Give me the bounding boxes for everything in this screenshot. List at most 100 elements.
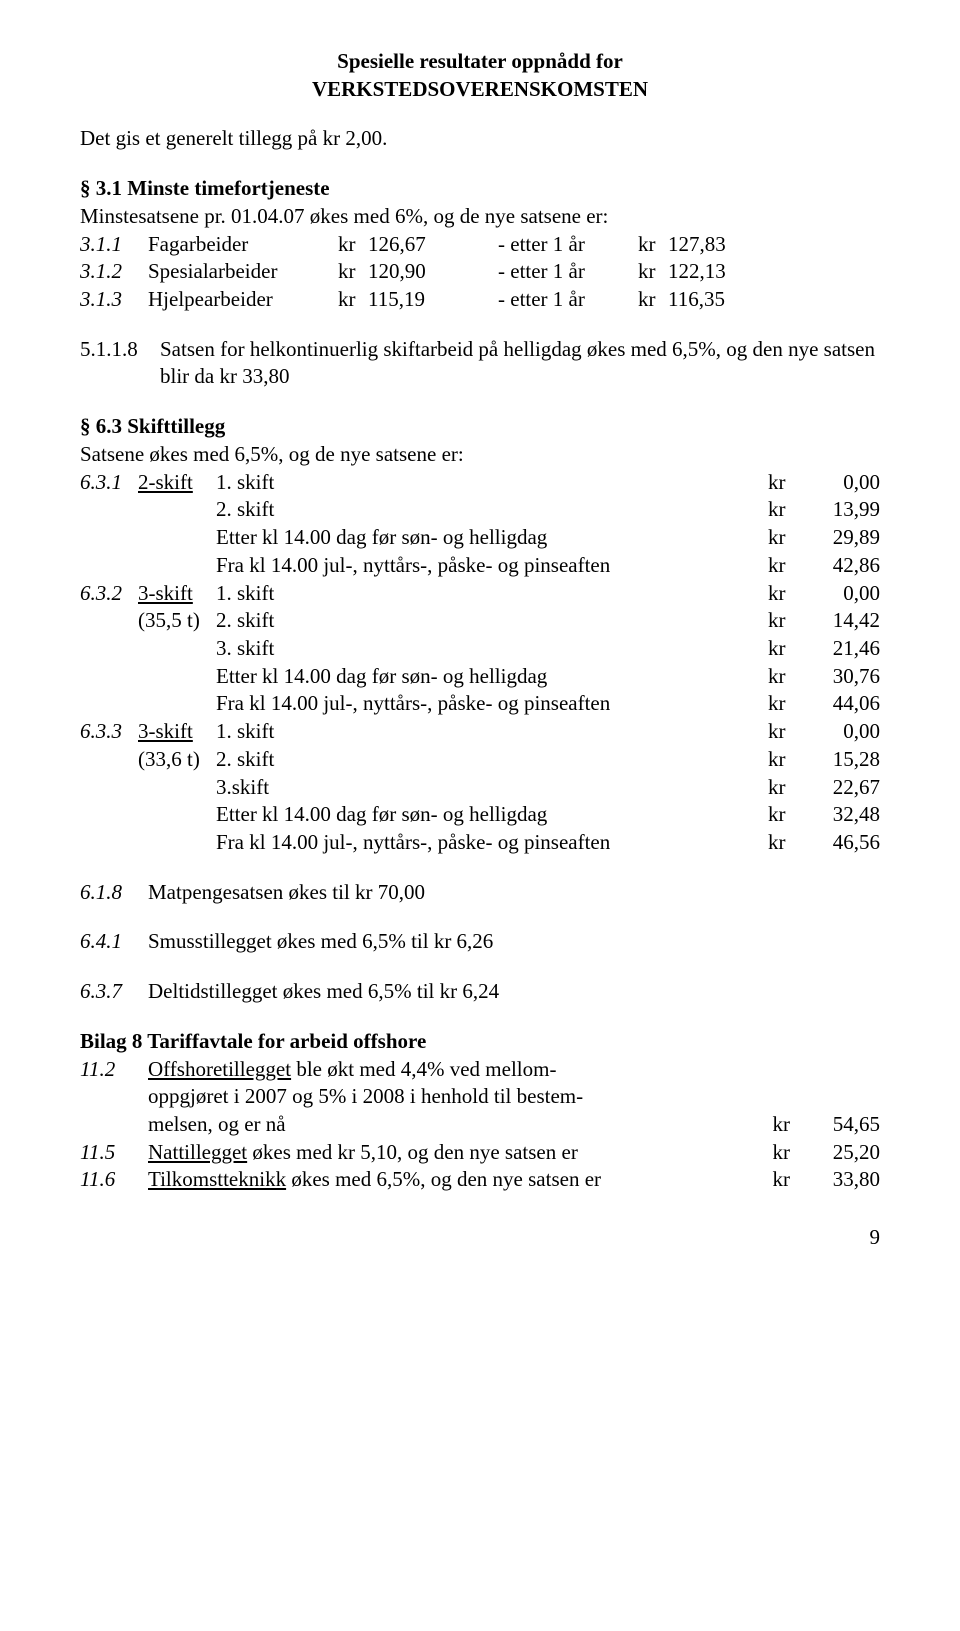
shift-label: 1. skift [216,718,768,746]
shift-group-head: 6.3.3 3-skift 1. skift kr 0,00 [80,718,880,746]
kr-label: kr [768,774,802,802]
row-etter: - etter 1 år [498,231,638,259]
row-val1: 120,90 [368,258,498,286]
sec5118-num: 5.1.1.8 [80,336,160,391]
group-paren: (35,5 t) [138,607,216,635]
table-row: 3.1.2 Spesialarbeider kr 120,90 - etter … [80,258,880,286]
shift-val: 22,67 [802,774,880,802]
kr-label: kr [756,1111,802,1139]
shift-label: Etter kl 14.00 dag før søn- og helligdag [216,801,768,829]
shift-val: 0,00 [802,718,880,746]
kr-label: kr [756,1166,802,1194]
shift-row: Etter kl 14.00 dag før søn- og helligdag… [80,663,880,691]
shift-val: 42,86 [802,552,880,580]
shift-val: 21,46 [802,635,880,663]
bilag-text: Nattillegget økes med kr 5,10, og den ny… [148,1139,756,1167]
sec63-sub: Satsene økes med 6,5%, og de nye satsene… [80,441,880,469]
sec31-title: § 3.1 Minste timefortjeneste [80,175,880,203]
shift-label: Fra kl 14.00 jul-, nyttårs-, påske- og p… [216,552,768,580]
page-number: 9 [80,1224,880,1252]
bilag-tail: økes med 6,5%, og den nye satsen er [286,1167,601,1191]
kr-label: kr [768,580,802,608]
row-etter: - etter 1 år [498,286,638,314]
shift-val: 30,76 [802,663,880,691]
shift-group-head: 6.3.2 3-skift 1. skift kr 0,00 [80,580,880,608]
bilag-tail: ble økt med 4,4% ved mellom- [291,1057,556,1081]
shift-row: (33,6 t) 2. skift kr 15,28 [80,746,880,774]
simple-row: 6.3.7 Deltidstillegget økes med 6,5% til… [80,978,880,1006]
shift-row: Etter kl 14.00 dag før søn- og helligdag… [80,801,880,829]
bilag-text-l3: melsen, og er nå [148,1111,756,1139]
shift-val: 46,56 [802,829,880,857]
sec5118-text: Satsen for helkontinuerlig skiftarbeid p… [160,336,880,391]
shift-val: 29,89 [802,524,880,552]
simple-text: Smusstillegget økes med 6,5% til kr 6,26 [148,928,880,956]
sec63-title: § 6.3 Skifttillegg [80,413,880,441]
shift-label: 2. skift [216,496,768,524]
kr-label: kr [768,524,802,552]
shift-row: Etter kl 14.00 dag før søn- og helligdag… [80,524,880,552]
bilag-row: 11.2 Offshoretillegget ble økt med 4,4% … [80,1056,880,1084]
group-num: 6.3.3 [80,718,138,746]
header-line2: VERKSTEDSOVERENSKOMSTEN [80,76,880,104]
group-paren: (33,6 t) [138,746,216,774]
shift-label: Etter kl 14.00 dag før søn- og helligdag [216,663,768,691]
kr-label: kr [768,469,802,497]
kr-label: kr [338,258,368,286]
simple-text: Matpengesatsen økes til kr 70,00 [148,879,880,907]
shift-group-head: 6.3.1 2-skift 1. skift kr 0,00 [80,469,880,497]
row-val2: 122,13 [668,258,788,286]
intro-text: Det gis et generelt tillegg på kr 2,00. [80,125,880,153]
bilag-head: Offshoretillegget [148,1057,291,1081]
kr-label: kr [768,663,802,691]
bilag-num: 11.6 [80,1166,148,1194]
kr-label: kr [638,286,668,314]
shift-label: Fra kl 14.00 jul-, nyttårs-, påske- og p… [216,829,768,857]
shift-row: Fra kl 14.00 jul-, nyttårs-, påske- og p… [80,829,880,857]
simple-row: 6.1.8 Matpengesatsen økes til kr 70,00 [80,879,880,907]
kr-label: kr [768,552,802,580]
shift-row: Fra kl 14.00 jul-, nyttårs-, påske- og p… [80,690,880,718]
shift-row: 2. skift kr 13,99 [80,496,880,524]
bilag-num: 11.5 [80,1139,148,1167]
bilag-row: melsen, og er nå kr 54,65 [80,1111,880,1139]
kr-label: kr [338,286,368,314]
shift-val: 44,06 [802,690,880,718]
kr-label: kr [768,829,802,857]
shift-val: 32,48 [802,801,880,829]
shift-label: Fra kl 14.00 jul-, nyttårs-, påske- og p… [216,690,768,718]
bilag-val: 54,65 [802,1111,880,1139]
shift-val: 0,00 [802,469,880,497]
group-num: 6.3.2 [80,580,138,608]
simple-row: 6.4.1 Smusstillegget økes med 6,5% til k… [80,928,880,956]
kr-label: kr [768,690,802,718]
kr-label: kr [768,635,802,663]
bilag-row: 11.5 Nattillegget økes med kr 5,10, og d… [80,1139,880,1167]
row-val2: 116,35 [668,286,788,314]
shift-row: 3.skift kr 22,67 [80,774,880,802]
bilag-val: 33,80 [802,1166,880,1194]
bilag-text: Tilkomstteknikk økes med 6,5%, og den ny… [148,1166,756,1194]
bilag-head: Tilkomstteknikk [148,1167,286,1191]
row-label: Spesialarbeider [148,258,338,286]
bilag-head: Nattillegget [148,1140,247,1164]
shift-val: 14,42 [802,607,880,635]
shift-label: Etter kl 14.00 dag før søn- og helligdag [216,524,768,552]
bilag-text: Offshoretillegget ble økt med 4,4% ved m… [148,1056,880,1084]
bilag-text-l2: oppgjøret i 2007 og 5% i 2008 i henhold … [80,1083,880,1111]
sec31-sub: Minstesatsene pr. 01.04.07 økes med 6%, … [80,203,880,231]
kr-label: kr [338,231,368,259]
row-label: Fagarbeider [148,231,338,259]
row-val1: 115,19 [368,286,498,314]
row-label: Hjelpearbeider [148,286,338,314]
sec5118: 5.1.1.8 Satsen for helkontinuerlig skift… [80,336,880,391]
shift-label: 2. skift [216,746,768,774]
header-line1: Spesielle resultater oppnådd for [80,48,880,76]
bilag-val: 25,20 [802,1139,880,1167]
row-num: 3.1.1 [80,231,148,259]
row-num: 3.1.3 [80,286,148,314]
bilag-tail: økes med kr 5,10, og den nye satsen er [247,1140,578,1164]
bilag-num: 11.2 [80,1056,148,1084]
simple-num: 6.3.7 [80,978,148,1006]
row-val2: 127,83 [668,231,788,259]
